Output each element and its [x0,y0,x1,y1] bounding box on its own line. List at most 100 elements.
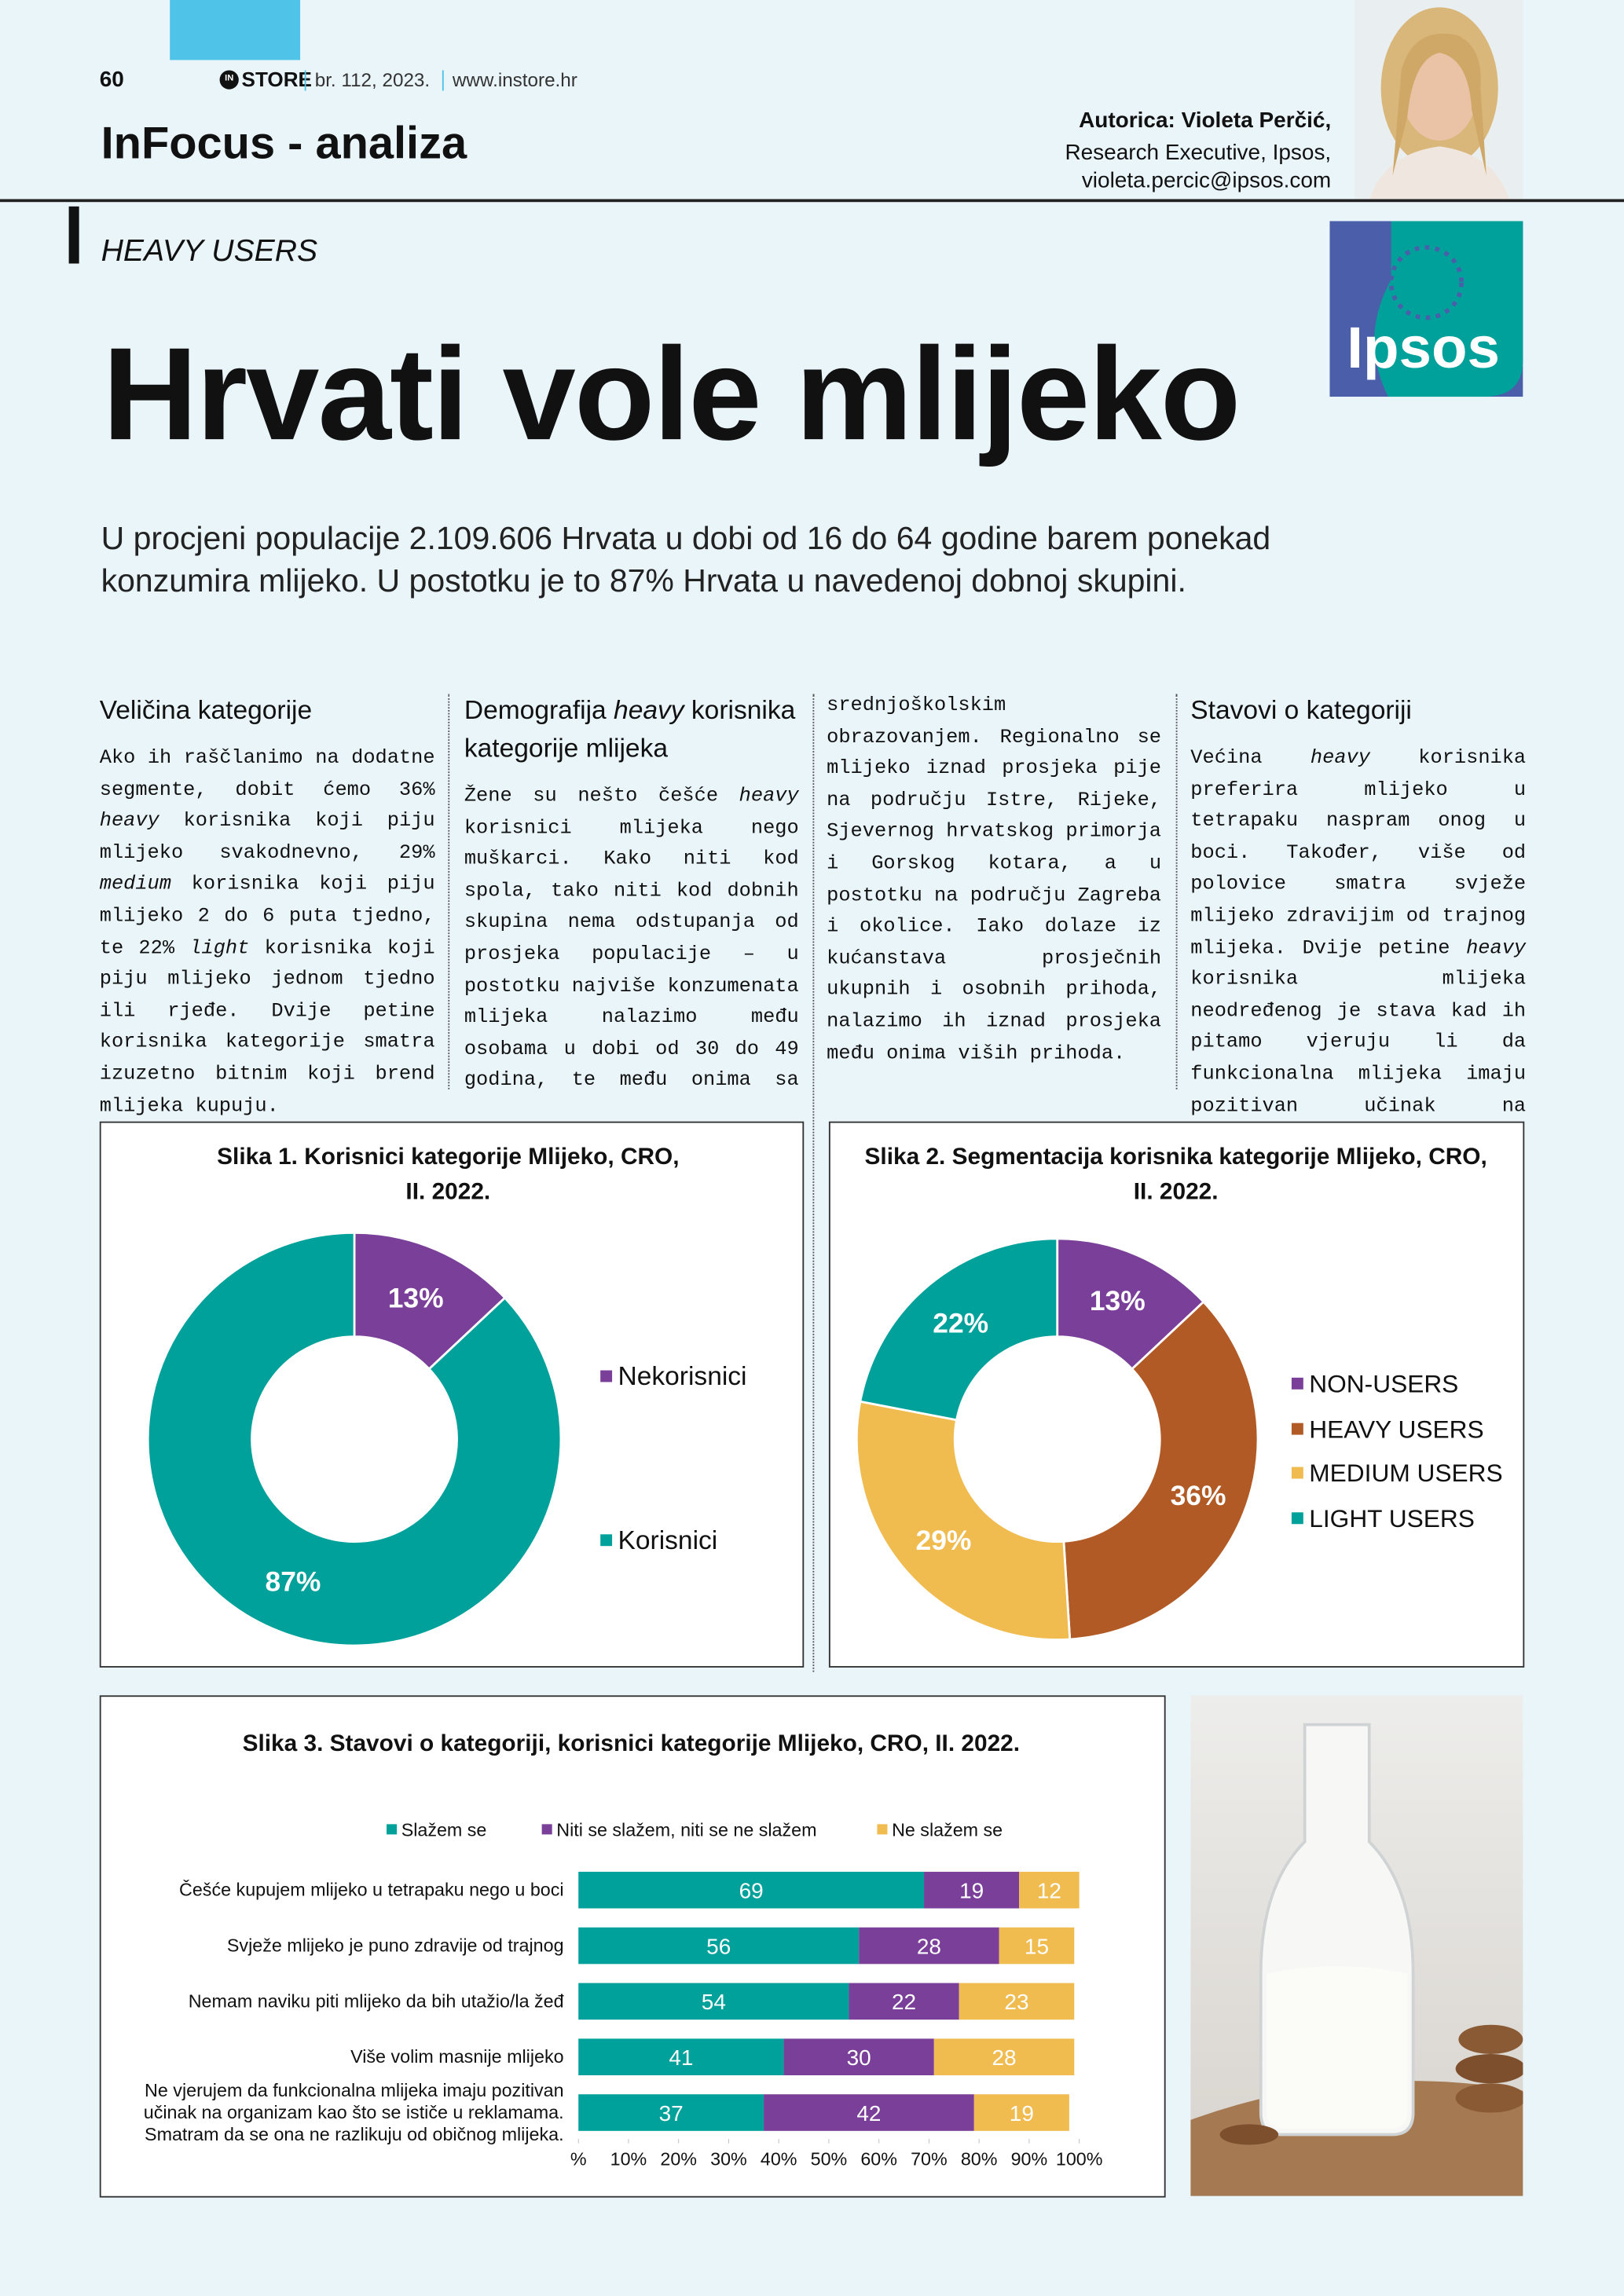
text-run: medium [99,874,171,897]
data-label: 23 [1004,1990,1028,2014]
section-heading: Stavovi o kategoriji [1190,691,1526,729]
header-rule [0,199,1624,203]
author-photo [1355,0,1523,201]
data-label: 69 [739,1878,764,1902]
bar-segment [933,2038,1075,2075]
section-body: Većina heavy korisnika preferira mlijeko… [1190,744,1526,1155]
headline: Hrvati vole mlijeko [102,322,1241,469]
text-run: Stavovi o kategoriji [1190,695,1412,725]
author-email: violeta.percic@ipsos.com [1081,168,1332,194]
category-label: Češće kupujem mlijeko u tetrapaku nego u… [179,1879,564,1900]
data-label: 54 [702,1990,726,2014]
logo-text: Ipsos [1347,315,1500,380]
text-run: korisnika koji piju mlijeko svakodnevno,… [99,811,435,866]
legend-label: LIGHT USERS [1309,1504,1475,1532]
legend-label: HEAVY USERS [1309,1415,1483,1443]
column: Demografija heavy korisnika kategorije m… [464,691,1161,1101]
text-run: light [189,937,250,960]
legend-swatch [1291,1423,1303,1435]
data-label: 19 [1010,2101,1034,2126]
data-label: 28 [917,1934,941,1958]
section-heading: Demografija heavy korisnika kategorije m… [464,691,799,767]
data-label: 87% [266,1566,321,1598]
x-tick-label: 70% [911,2149,948,2170]
x-tick-label: 100% [1056,2149,1103,2170]
x-tick-label: 20% [660,2149,697,2170]
text-run: heavy [99,811,159,833]
bar-segment [973,2094,1069,2131]
legend-swatch [877,1824,888,1835]
x-tick-label: 50% [811,2149,848,2170]
bar-segment [783,2038,934,2075]
bar-segment [578,2038,784,2075]
data-label: 22% [933,1308,988,1339]
legend-swatch [600,1370,613,1382]
data-label: 19 [959,1878,984,1902]
kicker-bar [68,206,79,264]
text-run: Demografija [464,695,614,725]
legend-swatch [541,1824,552,1835]
legend-label: Slažem se [401,1819,487,1840]
page-number: 60 [99,67,124,93]
text-run: Žene su nešto češće [464,785,739,808]
text-run: Većina [1190,748,1311,771]
column: Stavovi o kategoriji Većina heavy korisni… [1190,691,1526,1155]
divider [304,70,306,91]
donut-slice [859,1237,1059,1422]
bar-segment [859,1927,999,1965]
text-run: korisnika preferira mlijeko u tetrapaku … [1190,748,1527,960]
x-tick-label: 30% [710,2149,747,2170]
category-label: Više volim masnije mlijeko [350,2045,564,2067]
section-heading: Veličina kategorije [100,691,435,729]
donut-slice [1062,1300,1259,1641]
divider [442,70,444,91]
bar-segment [1019,1871,1080,1909]
issue: br. 112, 2023. [314,68,431,91]
separator [812,694,815,1672]
bar-segment [578,1871,925,1909]
legend-label: Ne slažem se [892,1819,1003,1840]
logo-badge: IN [219,70,239,90]
legend-swatch [1291,1467,1303,1479]
x-tick-label: 90% [1011,2149,1048,2170]
bar-segment [764,2094,974,2131]
data-label: 12 [1037,1878,1061,1902]
data-label: 56 [706,1934,731,1958]
chart-title: Slika 1. Korisnici kategorije Mlijeko, C… [217,1144,680,1205]
legend-swatch [1291,1377,1303,1390]
bar-segment [849,1983,959,2020]
chart-title: Slika 3. Stavovi o kategoriji, korisnici… [242,1731,1021,1757]
separator [448,694,450,1089]
data-label: 41 [669,2045,693,2070]
header-tab [170,0,301,60]
category-label: Svježe mlijeko je puno zdravije od trajn… [226,1935,564,1956]
x-tick-label: 80% [961,2149,998,2170]
text-run: Veličina kategorije [99,695,313,725]
data-label: 29% [916,1525,972,1556]
separator [1175,694,1178,1089]
bar-segment [578,1927,860,1965]
data-label: 42 [856,2101,881,2126]
data-label: 13% [388,1283,444,1314]
text-run: heavy [1310,748,1370,771]
author-name: Autorica: Violeta Perčić, [1079,108,1332,134]
text-run: heavy [1466,937,1527,960]
data-label: 22 [892,1990,916,2014]
x-tick-label: 10% [610,2149,647,2170]
bar-segment [578,2094,764,2131]
bar-segment [959,1983,1075,2020]
data-label: 30 [847,2045,871,2070]
x-tick-label: 60% [860,2149,897,2170]
legend-swatch [1291,1512,1303,1525]
lead: U procjeni populacije 2.109.606 Hrvata u… [101,519,1271,599]
author-role: Research Executive, Ipsos, [1065,140,1332,166]
text-run: korisnika koji piju mlijeko jednom tjedn… [99,937,435,1119]
section-body: Žene su nešto češće heavy korisnici mlij… [464,691,1161,1101]
milk-photo [1190,1695,1523,2196]
x-tick-label: 40% [761,2149,797,2170]
data-label: 13% [1090,1285,1146,1316]
x-tick-label: % [570,2149,587,2170]
text-run: korisnika kategorije mlijeka [464,695,796,764]
